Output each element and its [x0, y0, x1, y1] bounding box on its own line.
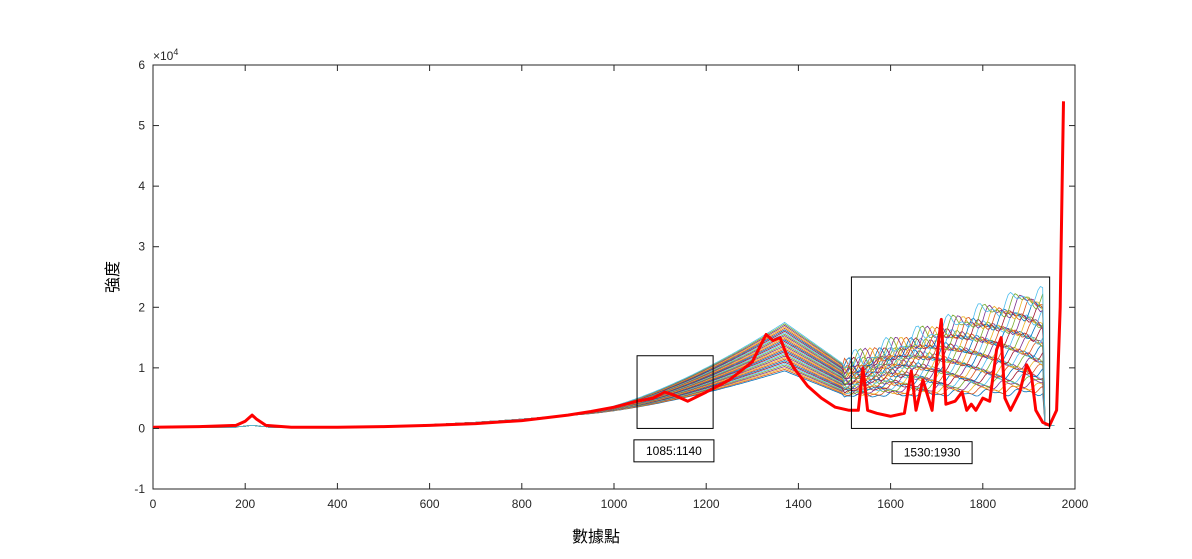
x-axis-title: 數據點 — [572, 527, 620, 546]
x-tick-label: 0 — [150, 497, 157, 511]
y-tick-label: 1 — [138, 361, 145, 375]
annotation-label: 1530:1930 — [904, 446, 961, 460]
x-tick-label: 1600 — [877, 497, 904, 511]
annotation-label: 1085:1140 — [646, 444, 702, 458]
x-tick-label: 1200 — [693, 497, 720, 511]
highlighted-spectrum-line — [152, 101, 1065, 429]
y-tick-label: 0 — [138, 421, 145, 435]
y-tick-label: -1 — [134, 482, 145, 496]
x-tick-label: 2000 — [1062, 497, 1089, 511]
x-tick-label: 200 — [235, 497, 255, 511]
y-tick-label: 3 — [138, 240, 145, 254]
x-tick-label: 800 — [512, 497, 532, 511]
y-exponent-power: 4 — [173, 47, 178, 57]
x-tick-label: 1400 — [785, 497, 812, 511]
y-axis: -1 0 1 2 3 4 5 6 — [134, 58, 1075, 496]
x-axis: 0 200 400 600 800 1000 1200 1400 1600 1800 2000 — [150, 65, 1089, 511]
y-axis-title: 強度 — [103, 261, 122, 293]
annotation-label-box — [891, 441, 973, 465]
annotation-region-box — [636, 355, 714, 429]
annotation-region-box — [850, 276, 1051, 429]
y-tick-label: 6 — [138, 58, 145, 72]
y-exponent-label: ×104 — [153, 47, 178, 63]
annotation-group: 1085:1140 1530:1930 — [633, 276, 1051, 465]
y-tick-label: 5 — [138, 119, 145, 133]
highlighted-series-group — [152, 101, 1065, 429]
x-tick-label: 600 — [420, 497, 440, 511]
x-tick-label: 1000 — [601, 497, 628, 511]
annotation-label-box — [633, 439, 715, 463]
y-tick-label: 2 — [138, 300, 145, 314]
x-tick-label: 400 — [327, 497, 347, 511]
y-exponent-base: ×10 — [153, 49, 174, 63]
x-tick-label: 1800 — [969, 497, 996, 511]
y-tick-label: 4 — [138, 179, 145, 193]
